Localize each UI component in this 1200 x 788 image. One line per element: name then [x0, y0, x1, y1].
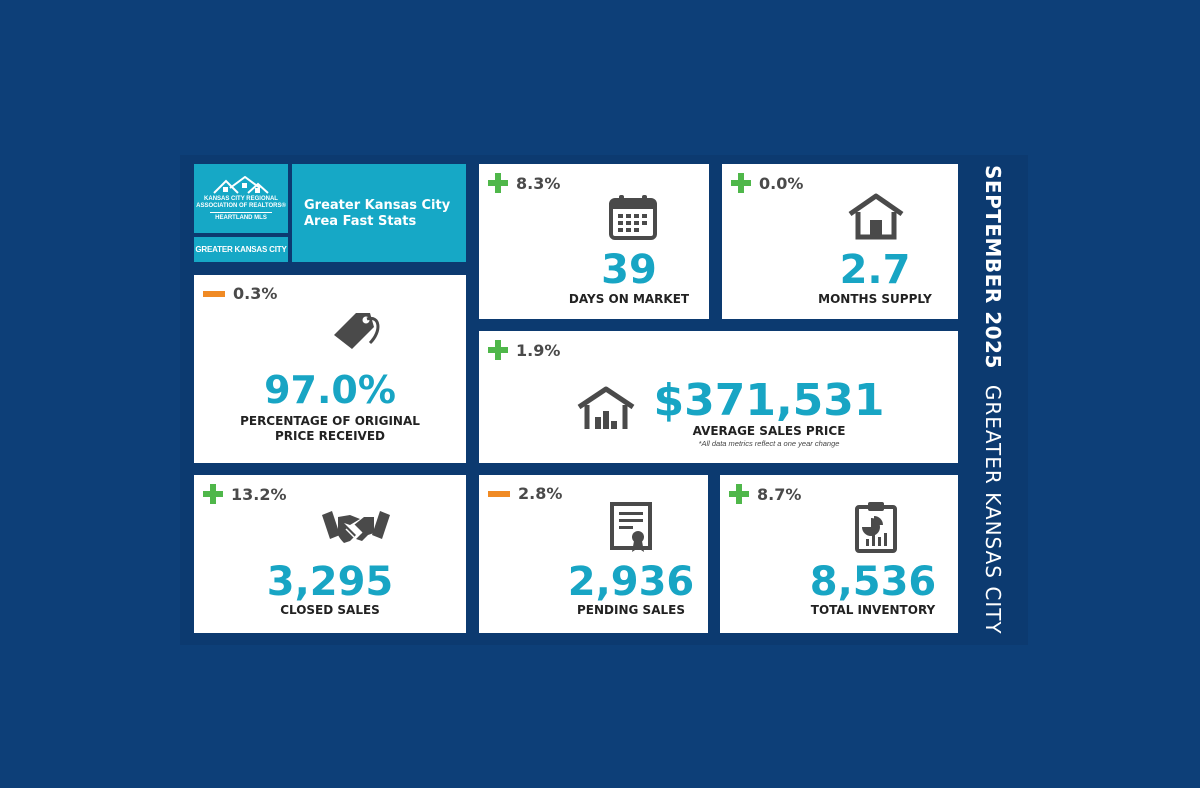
logo-org-line1: KANSAS CITY REGIONAL — [204, 196, 278, 202]
side-title: SEPTEMBER 2025 GREATER KANSAS CITY — [975, 165, 1011, 635]
percentage-original-price-card: 0.3% 97.0% PERCENTAGE OF ORIGINAL PRICE … — [194, 275, 466, 463]
stat-value: 8,536 — [809, 559, 937, 605]
change-indicator: 2.8% — [488, 484, 562, 503]
stat-label: DAYS ON MARKET — [568, 292, 690, 306]
change-value: 13.2% — [231, 484, 287, 504]
stat-label: AVERAGE SALES PRICE — [692, 424, 846, 438]
data-footnote: *All data metrics reflect a one year cha… — [698, 439, 840, 448]
logo-org-line2: ASSOCIATION OF REALTORS® — [196, 203, 286, 209]
report-month: SEPTEMBER 2025 — [981, 165, 1005, 369]
stat-label-line2: PRICE RECEIVED — [274, 429, 386, 443]
change-value: 0.3% — [233, 284, 278, 303]
region-tag: GREATER KANSAS CITY — [194, 237, 288, 262]
decrease-icon — [488, 490, 510, 497]
logo-block: KANSAS CITY REGIONAL ASSOCIATION OF REAL… — [194, 164, 288, 233]
house-icon — [848, 193, 904, 240]
handshake-icon — [322, 511, 390, 543]
pending-sales-card: 2.8% 2,936 PENDING SALES — [479, 475, 708, 633]
report-area: GREATER KANSAS CITY — [981, 384, 1005, 635]
stat-label: TOTAL INVENTORY — [810, 603, 936, 617]
region-tag-label: GREATER KANSAS CITY — [195, 245, 287, 254]
stat-label: CLOSED SALES — [280, 603, 380, 617]
change-indicator: 13.2% — [203, 484, 287, 504]
increase-icon — [731, 173, 751, 193]
increase-icon — [203, 484, 223, 504]
calendar-icon — [609, 195, 657, 240]
logo-divider — [210, 212, 272, 213]
increase-icon — [488, 173, 508, 193]
total-inventory-card: 8.7% 8,536 TOTAL INVENTORY — [720, 475, 958, 633]
stat-label-line1: PERCENTAGE OF ORIGINAL — [240, 414, 420, 428]
house-chart-icon — [577, 386, 635, 429]
page-title: Greater Kansas City Area Fast Stats — [304, 198, 451, 229]
change-indicator: 8.7% — [729, 484, 801, 504]
logo-mls-name: HEARTLAND MLS — [215, 215, 267, 221]
stat-value: 97.0% — [264, 368, 396, 412]
average-sales-price-card: 1.9% $371,531 AVERAGE SALES PRICE *All d… — [479, 331, 958, 463]
change-value: 8.3% — [516, 173, 561, 193]
change-indicator: 8.3% — [488, 173, 560, 193]
stat-value: 2,936 — [567, 559, 695, 605]
change-indicator: 1.9% — [488, 340, 560, 360]
houses-logo-icon — [213, 176, 269, 194]
price-tag-icon — [334, 313, 380, 349]
decrease-icon — [203, 290, 225, 297]
closed-sales-card: 13.2% 3,295 CLOSED SALES — [194, 475, 466, 633]
stat-label: MONTHS SUPPLY — [818, 292, 932, 306]
change-indicator: 0.0% — [731, 173, 803, 193]
increase-icon — [488, 340, 508, 360]
change-value: 0.0% — [759, 173, 804, 193]
change-indicator: 0.3% — [203, 284, 277, 303]
stat-value: 39 — [601, 247, 657, 293]
increase-icon — [729, 484, 749, 504]
change-value: 2.8% — [518, 484, 563, 503]
stat-value: 3,295 — [266, 559, 394, 605]
stat-value: $371,531 — [653, 375, 885, 426]
stat-label: PENDING SALES — [577, 603, 685, 617]
stat-value: 2.7 — [839, 247, 911, 293]
certificate-icon — [610, 502, 652, 552]
days-on-market-card: 8.3% 39 DAYS ON MARKET — [479, 164, 709, 319]
clipboard-chart-icon — [855, 502, 897, 553]
change-value: 8.7% — [757, 484, 802, 504]
title-block: Greater Kansas City Area Fast Stats — [292, 164, 466, 262]
months-supply-card: 0.0% 2.7 MONTHS SUPPLY — [722, 164, 958, 319]
change-value: 1.9% — [516, 340, 561, 360]
